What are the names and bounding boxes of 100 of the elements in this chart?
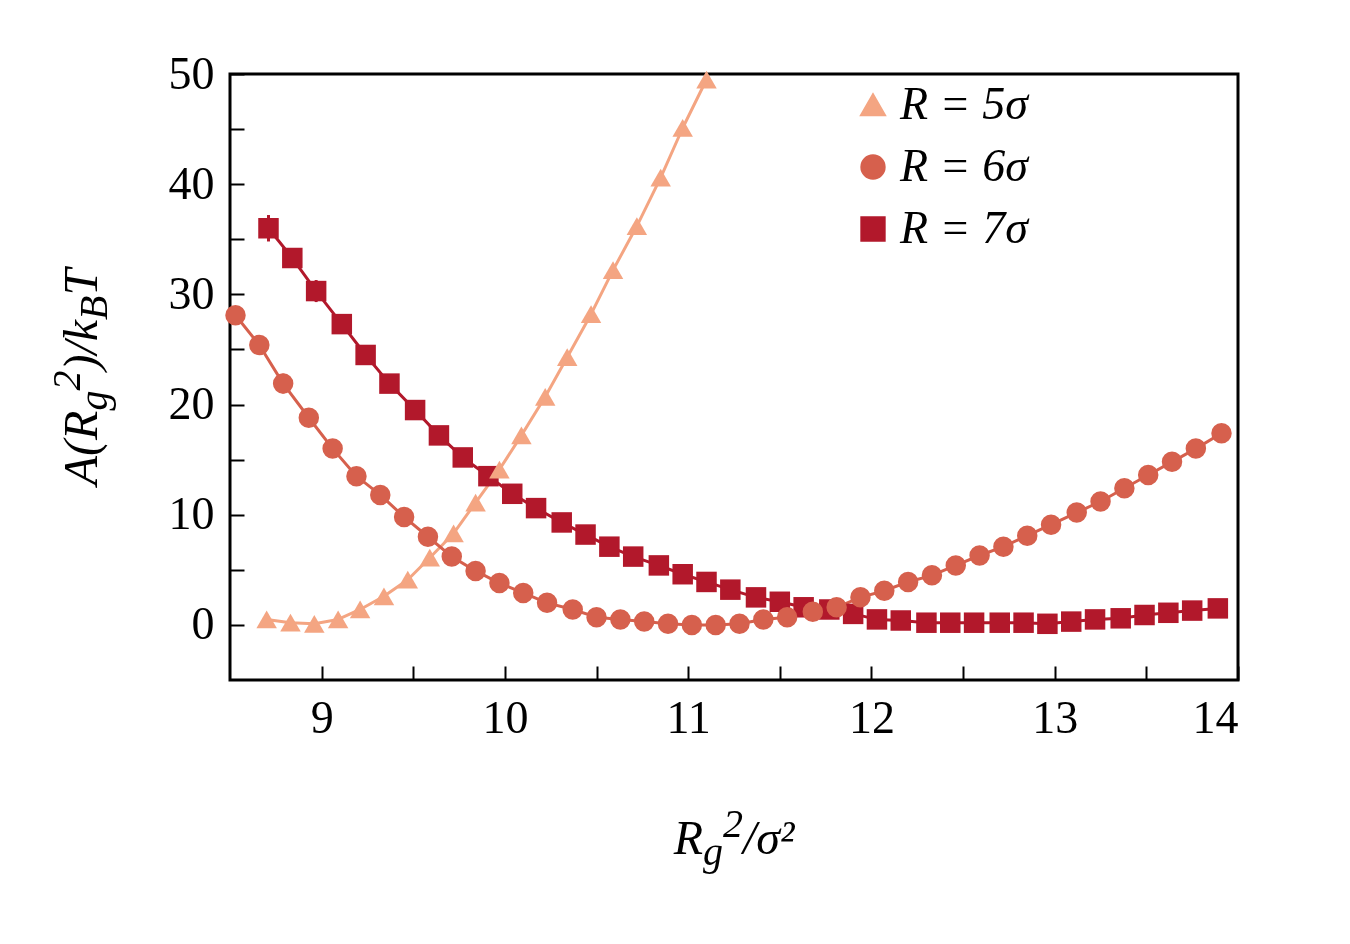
point bbox=[921, 565, 943, 586]
point bbox=[373, 587, 395, 606]
point bbox=[272, 373, 294, 394]
point bbox=[993, 536, 1014, 557]
point bbox=[501, 483, 523, 505]
point bbox=[602, 261, 624, 279]
point bbox=[1134, 604, 1155, 626]
point bbox=[705, 614, 726, 636]
point bbox=[672, 563, 693, 585]
point bbox=[969, 545, 990, 566]
point bbox=[536, 592, 558, 614]
point bbox=[428, 425, 450, 446]
point bbox=[720, 579, 741, 600]
point bbox=[249, 334, 270, 356]
x-tick-label: 12 bbox=[848, 691, 895, 743]
point bbox=[1060, 611, 1082, 632]
point bbox=[897, 571, 919, 593]
point bbox=[379, 373, 400, 394]
point bbox=[696, 70, 717, 89]
point bbox=[586, 606, 607, 628]
point bbox=[1090, 491, 1111, 512]
point bbox=[945, 555, 967, 576]
x-axis-title: R$_{g}$$^{2}$/σ² bbox=[673, 800, 795, 875]
point bbox=[256, 610, 277, 629]
point bbox=[575, 524, 596, 545]
point bbox=[599, 536, 620, 557]
x-tick-label: 13 bbox=[1032, 691, 1079, 743]
point bbox=[489, 460, 510, 479]
x-tick-label: 11 bbox=[666, 691, 711, 743]
point bbox=[1114, 478, 1135, 499]
point bbox=[672, 119, 693, 137]
point bbox=[511, 426, 532, 445]
legend-label: R = 5σ bbox=[899, 78, 1031, 129]
point bbox=[745, 587, 767, 608]
point bbox=[441, 546, 463, 567]
point bbox=[556, 348, 578, 367]
point bbox=[1110, 608, 1131, 629]
point bbox=[397, 570, 419, 589]
point bbox=[776, 606, 798, 628]
y-tick-label: 30 bbox=[168, 267, 215, 319]
point bbox=[355, 344, 376, 366]
point bbox=[551, 512, 572, 533]
point bbox=[1084, 609, 1106, 630]
point bbox=[512, 582, 534, 604]
point bbox=[258, 218, 279, 239]
x-tick-label: 14 bbox=[1192, 691, 1239, 743]
point bbox=[1016, 525, 1038, 546]
point bbox=[349, 600, 371, 619]
point bbox=[393, 506, 415, 528]
point bbox=[963, 612, 985, 633]
point bbox=[465, 493, 486, 512]
point bbox=[802, 601, 824, 622]
point bbox=[346, 465, 367, 487]
point bbox=[443, 524, 464, 543]
point bbox=[562, 599, 583, 620]
point bbox=[850, 587, 871, 608]
point bbox=[304, 614, 325, 633]
point bbox=[225, 305, 246, 326]
point bbox=[1013, 612, 1034, 633]
point bbox=[305, 280, 327, 302]
point bbox=[331, 313, 353, 335]
point bbox=[696, 571, 717, 593]
point bbox=[322, 438, 343, 459]
point bbox=[1037, 613, 1058, 635]
legend-label: R = 6σ bbox=[899, 140, 1031, 191]
point bbox=[1185, 438, 1207, 459]
point bbox=[753, 609, 774, 630]
point bbox=[729, 613, 750, 635]
point bbox=[465, 560, 486, 582]
point bbox=[489, 572, 510, 594]
point bbox=[681, 614, 703, 636]
point bbox=[610, 609, 631, 630]
point bbox=[417, 526, 439, 547]
point bbox=[298, 407, 320, 428]
point bbox=[940, 612, 961, 633]
legend-label: R = 7σ bbox=[899, 202, 1031, 253]
point bbox=[534, 387, 556, 406]
y-tick-label: 20 bbox=[168, 378, 215, 430]
point bbox=[525, 497, 547, 519]
point bbox=[650, 168, 671, 187]
point bbox=[282, 247, 303, 269]
point bbox=[916, 612, 937, 633]
point bbox=[452, 447, 473, 468]
point bbox=[1040, 514, 1062, 535]
point bbox=[1158, 602, 1179, 624]
point bbox=[580, 305, 602, 324]
y-tick-label: 10 bbox=[168, 488, 215, 540]
point bbox=[648, 555, 670, 576]
point bbox=[874, 580, 895, 601]
point bbox=[1161, 451, 1183, 473]
point bbox=[633, 611, 655, 632]
point bbox=[622, 546, 644, 567]
point bbox=[657, 613, 679, 635]
point bbox=[404, 399, 426, 421]
point bbox=[1137, 464, 1159, 486]
point bbox=[370, 484, 391, 506]
point bbox=[1066, 502, 1087, 523]
x-tick-label: 9 bbox=[310, 691, 334, 743]
y-tick-label: 50 bbox=[168, 47, 215, 99]
point bbox=[826, 597, 847, 618]
